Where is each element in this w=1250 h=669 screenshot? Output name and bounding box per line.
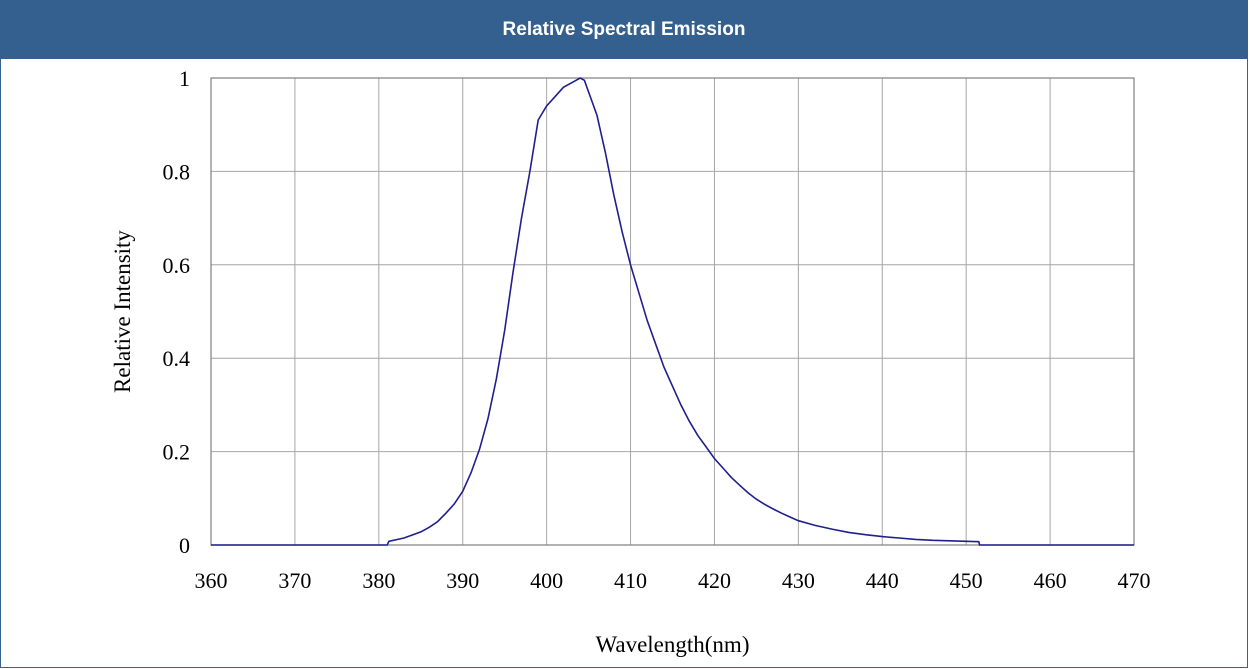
y-tick-label: 0 [179, 533, 190, 558]
y-tick-label: 0.4 [163, 346, 191, 371]
x-axis-label: Wavelength(nm) [596, 632, 750, 657]
x-tick-label: 380 [362, 568, 395, 593]
plot-area-border [210, 77, 1135, 546]
y-tick-label: 0.6 [163, 253, 191, 278]
x-tick-label: 450 [950, 568, 983, 593]
x-tick-label: 460 [1034, 568, 1067, 593]
y-tick-label: 0.2 [163, 440, 191, 465]
emission-curve [211, 77, 1134, 546]
x-tick-label: 390 [446, 568, 479, 593]
x-tick-label: 420 [698, 568, 731, 593]
x-tick-label: 470 [1118, 568, 1151, 593]
x-tick-label: 440 [866, 568, 899, 593]
x-tick-label: 410 [614, 568, 647, 593]
y-tick-labels: 0 0.2 0.4 0.6 0.8 1 [163, 66, 191, 558]
x-tick-labels: 360 370 380 390 400 410 420 430 440 450 460 470 [195, 568, 1151, 593]
y-tick-label: 1 [179, 66, 190, 91]
x-tick-label: 370 [278, 568, 311, 593]
chart-title: Relative Spectral Emission [0, 0, 1248, 59]
x-tick-label: 430 [782, 568, 815, 593]
y-axis-label: Relative Intensity [110, 230, 135, 393]
x-tick-label: 360 [195, 568, 228, 593]
y-tick-label: 0.8 [163, 159, 191, 184]
x-tick-label: 400 [530, 568, 563, 593]
grid-lines [210, 77, 1135, 546]
